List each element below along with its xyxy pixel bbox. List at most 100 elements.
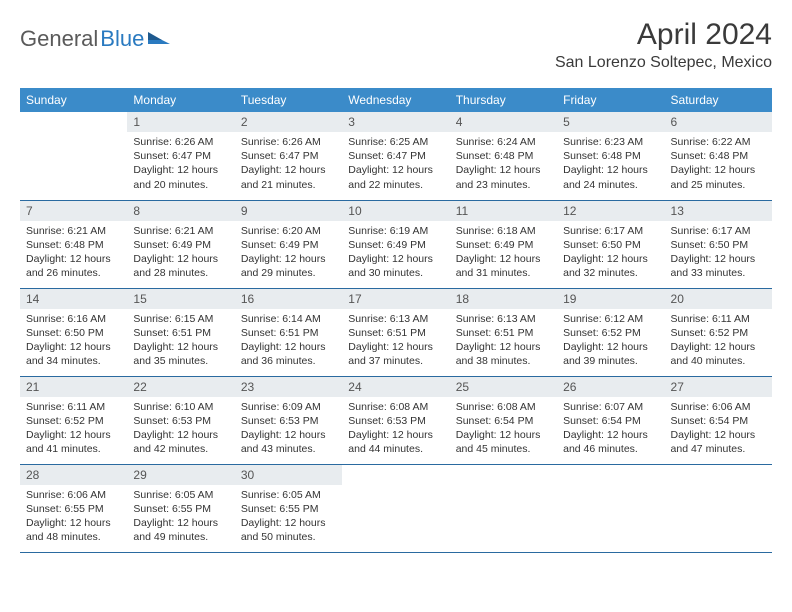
day-number: 18 — [450, 289, 557, 309]
daylight-line: Daylight: 12 hours and 38 minutes. — [456, 340, 551, 368]
weekday-header: Wednesday — [342, 88, 449, 112]
daylight-line: Daylight: 12 hours and 30 minutes. — [348, 252, 443, 280]
sunset-line: Sunset: 6:50 PM — [26, 326, 121, 340]
sunset-line: Sunset: 6:55 PM — [26, 502, 121, 516]
sunset-line: Sunset: 6:49 PM — [348, 238, 443, 252]
day-details: Sunrise: 6:24 AMSunset: 6:48 PMDaylight:… — [450, 132, 557, 196]
calendar-table: SundayMondayTuesdayWednesdayThursdayFrid… — [20, 88, 772, 553]
weekday-header: Thursday — [450, 88, 557, 112]
sunrise-line: Sunrise: 6:05 AM — [133, 488, 228, 502]
day-details: Sunrise: 6:13 AMSunset: 6:51 PMDaylight:… — [450, 309, 557, 373]
day-number: 20 — [665, 289, 772, 309]
sunrise-line: Sunrise: 6:21 AM — [26, 224, 121, 238]
calendar-cell: 20Sunrise: 6:11 AMSunset: 6:52 PMDayligh… — [665, 288, 772, 376]
weekday-header: Sunday — [20, 88, 127, 112]
sunset-line: Sunset: 6:54 PM — [456, 414, 551, 428]
calendar-cell — [450, 464, 557, 552]
day-details: Sunrise: 6:23 AMSunset: 6:48 PMDaylight:… — [557, 132, 664, 196]
sunrise-line: Sunrise: 6:24 AM — [456, 135, 551, 149]
day-details: Sunrise: 6:08 AMSunset: 6:54 PMDaylight:… — [450, 397, 557, 461]
day-number: 10 — [342, 201, 449, 221]
day-details: Sunrise: 6:08 AMSunset: 6:53 PMDaylight:… — [342, 397, 449, 461]
daylight-line: Daylight: 12 hours and 22 minutes. — [348, 163, 443, 191]
month-title: April 2024 — [555, 18, 772, 52]
sunrise-line: Sunrise: 6:21 AM — [133, 224, 228, 238]
day-number: 23 — [235, 377, 342, 397]
sunset-line: Sunset: 6:55 PM — [241, 502, 336, 516]
sunset-line: Sunset: 6:52 PM — [26, 414, 121, 428]
calendar-body: 1Sunrise: 6:26 AMSunset: 6:47 PMDaylight… — [20, 112, 772, 552]
calendar-cell: 19Sunrise: 6:12 AMSunset: 6:52 PMDayligh… — [557, 288, 664, 376]
calendar-cell: 10Sunrise: 6:19 AMSunset: 6:49 PMDayligh… — [342, 200, 449, 288]
sunset-line: Sunset: 6:50 PM — [563, 238, 658, 252]
day-details: Sunrise: 6:13 AMSunset: 6:51 PMDaylight:… — [342, 309, 449, 373]
calendar-cell: 29Sunrise: 6:05 AMSunset: 6:55 PMDayligh… — [127, 464, 234, 552]
sunrise-line: Sunrise: 6:11 AM — [671, 312, 766, 326]
sunset-line: Sunset: 6:52 PM — [671, 326, 766, 340]
calendar-cell: 22Sunrise: 6:10 AMSunset: 6:53 PMDayligh… — [127, 376, 234, 464]
day-number: 25 — [450, 377, 557, 397]
calendar-cell: 5Sunrise: 6:23 AMSunset: 6:48 PMDaylight… — [557, 112, 664, 200]
sunrise-line: Sunrise: 6:06 AM — [26, 488, 121, 502]
calendar-cell: 26Sunrise: 6:07 AMSunset: 6:54 PMDayligh… — [557, 376, 664, 464]
daylight-line: Daylight: 12 hours and 25 minutes. — [671, 163, 766, 191]
daylight-line: Daylight: 12 hours and 28 minutes. — [133, 252, 228, 280]
day-details: Sunrise: 6:17 AMSunset: 6:50 PMDaylight:… — [665, 221, 772, 285]
calendar-cell: 1Sunrise: 6:26 AMSunset: 6:47 PMDaylight… — [127, 112, 234, 200]
day-details: Sunrise: 6:12 AMSunset: 6:52 PMDaylight:… — [557, 309, 664, 373]
calendar-page: GeneralBlue April 2024 San Lorenzo Solte… — [0, 0, 792, 563]
day-number: 2 — [235, 112, 342, 132]
logo-text-blue: Blue — [100, 26, 144, 52]
day-number: 7 — [20, 201, 127, 221]
sunrise-line: Sunrise: 6:06 AM — [671, 400, 766, 414]
sunrise-line: Sunrise: 6:07 AM — [563, 400, 658, 414]
calendar-cell: 8Sunrise: 6:21 AMSunset: 6:49 PMDaylight… — [127, 200, 234, 288]
day-number: 28 — [20, 465, 127, 485]
day-details: Sunrise: 6:05 AMSunset: 6:55 PMDaylight:… — [235, 485, 342, 549]
day-number: 27 — [665, 377, 772, 397]
day-number: 9 — [235, 201, 342, 221]
sunrise-line: Sunrise: 6:12 AM — [563, 312, 658, 326]
day-number: 1 — [127, 112, 234, 132]
sunrise-line: Sunrise: 6:25 AM — [348, 135, 443, 149]
sunrise-line: Sunrise: 6:05 AM — [241, 488, 336, 502]
sunset-line: Sunset: 6:52 PM — [563, 326, 658, 340]
calendar-cell: 23Sunrise: 6:09 AMSunset: 6:53 PMDayligh… — [235, 376, 342, 464]
calendar-cell: 14Sunrise: 6:16 AMSunset: 6:50 PMDayligh… — [20, 288, 127, 376]
sunrise-line: Sunrise: 6:23 AM — [563, 135, 658, 149]
day-number: 3 — [342, 112, 449, 132]
calendar-cell: 13Sunrise: 6:17 AMSunset: 6:50 PMDayligh… — [665, 200, 772, 288]
calendar-cell: 6Sunrise: 6:22 AMSunset: 6:48 PMDaylight… — [665, 112, 772, 200]
day-details: Sunrise: 6:11 AMSunset: 6:52 PMDaylight:… — [665, 309, 772, 373]
daylight-line: Daylight: 12 hours and 24 minutes. — [563, 163, 658, 191]
sunset-line: Sunset: 6:53 PM — [241, 414, 336, 428]
sunset-line: Sunset: 6:51 PM — [241, 326, 336, 340]
sunset-line: Sunset: 6:48 PM — [26, 238, 121, 252]
calendar-cell: 9Sunrise: 6:20 AMSunset: 6:49 PMDaylight… — [235, 200, 342, 288]
sunrise-line: Sunrise: 6:08 AM — [456, 400, 551, 414]
calendar-cell — [557, 464, 664, 552]
calendar-cell: 12Sunrise: 6:17 AMSunset: 6:50 PMDayligh… — [557, 200, 664, 288]
weekday-header: Friday — [557, 88, 664, 112]
day-number: 8 — [127, 201, 234, 221]
daylight-line: Daylight: 12 hours and 20 minutes. — [133, 163, 228, 191]
daylight-line: Daylight: 12 hours and 49 minutes. — [133, 516, 228, 544]
day-details: Sunrise: 6:09 AMSunset: 6:53 PMDaylight:… — [235, 397, 342, 461]
calendar-cell: 30Sunrise: 6:05 AMSunset: 6:55 PMDayligh… — [235, 464, 342, 552]
calendar-cell: 18Sunrise: 6:13 AMSunset: 6:51 PMDayligh… — [450, 288, 557, 376]
day-details: Sunrise: 6:19 AMSunset: 6:49 PMDaylight:… — [342, 221, 449, 285]
sunset-line: Sunset: 6:48 PM — [671, 149, 766, 163]
calendar-cell — [342, 464, 449, 552]
daylight-line: Daylight: 12 hours and 26 minutes. — [26, 252, 121, 280]
day-details: Sunrise: 6:05 AMSunset: 6:55 PMDaylight:… — [127, 485, 234, 549]
daylight-line: Daylight: 12 hours and 23 minutes. — [456, 163, 551, 191]
day-details: Sunrise: 6:20 AMSunset: 6:49 PMDaylight:… — [235, 221, 342, 285]
sunset-line: Sunset: 6:47 PM — [241, 149, 336, 163]
calendar-row: 1Sunrise: 6:26 AMSunset: 6:47 PMDaylight… — [20, 112, 772, 200]
sunrise-line: Sunrise: 6:20 AM — [241, 224, 336, 238]
sunset-line: Sunset: 6:50 PM — [671, 238, 766, 252]
weekday-header: Saturday — [665, 88, 772, 112]
daylight-line: Daylight: 12 hours and 41 minutes. — [26, 428, 121, 456]
day-number: 17 — [342, 289, 449, 309]
day-details: Sunrise: 6:26 AMSunset: 6:47 PMDaylight:… — [127, 132, 234, 196]
